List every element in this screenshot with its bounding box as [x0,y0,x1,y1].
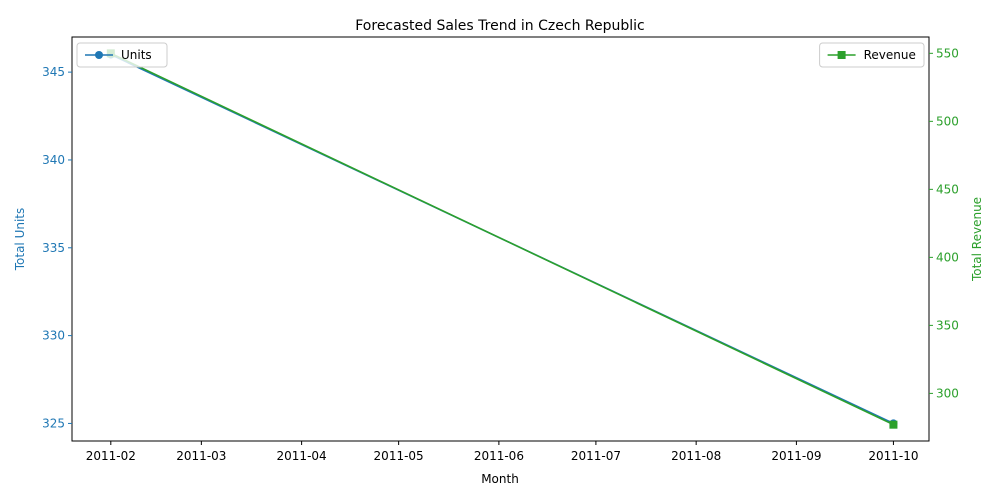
x-tick-label: 2011-02 [86,449,136,463]
y-right-tick-label: 550 [936,46,959,60]
legends: Units Revenue [76,42,925,68]
plot-frame [71,36,930,442]
y-left-tick-label: 345 [42,65,65,79]
x-tick-label: 2011-07 [571,449,621,463]
x-tick-label: 2011-09 [771,449,821,463]
y-right-tick-label: 350 [936,318,959,332]
y-axis-left-label: Total Units [13,208,27,272]
revenue-legend-label: Revenue [864,48,916,62]
revenue-legend-marker [837,51,846,59]
plot-area [106,49,898,429]
chart-title: Forecasted Sales Trend in Czech Republic [355,18,644,34]
x-tick-label: 2011-05 [374,449,424,463]
units-legend-marker [95,51,103,59]
revenue-data-point [889,420,898,429]
y-right-tick-label: 400 [936,250,959,264]
x-tick-label: 2011-06 [474,449,524,463]
y-right-tick-label: 300 [936,386,959,400]
y-right-tick-label: 500 [936,114,959,128]
y-left-tick-label: 335 [42,241,65,255]
y-left-tick-label: 330 [42,329,65,343]
x-axis-label: Month [481,472,519,486]
revenue-legend-box [819,42,925,68]
x-tick-label: 2011-10 [868,449,918,463]
x-tick-label: 2011-03 [176,449,226,463]
y-left-tick-label: 325 [42,416,65,430]
units-legend-box [76,42,168,68]
revenue-series-line [110,52,894,426]
y-axis-right-label: Total Revenue [970,197,984,282]
y-left-tick-label: 340 [42,153,65,167]
y-right-tick-label: 450 [936,182,959,196]
units-legend-label: Units [121,48,152,62]
x-tick-label: 2011-08 [671,449,721,463]
x-tick-label: 2011-04 [277,449,327,463]
y-axis-right: 300 350 400 450 500 550 [929,46,959,400]
y-axis-left: 325 330 335 340 345 [42,65,72,430]
x-axis: 2011-02 2011-03 2011-04 2011-05 2011-06 2011-… [86,441,918,463]
